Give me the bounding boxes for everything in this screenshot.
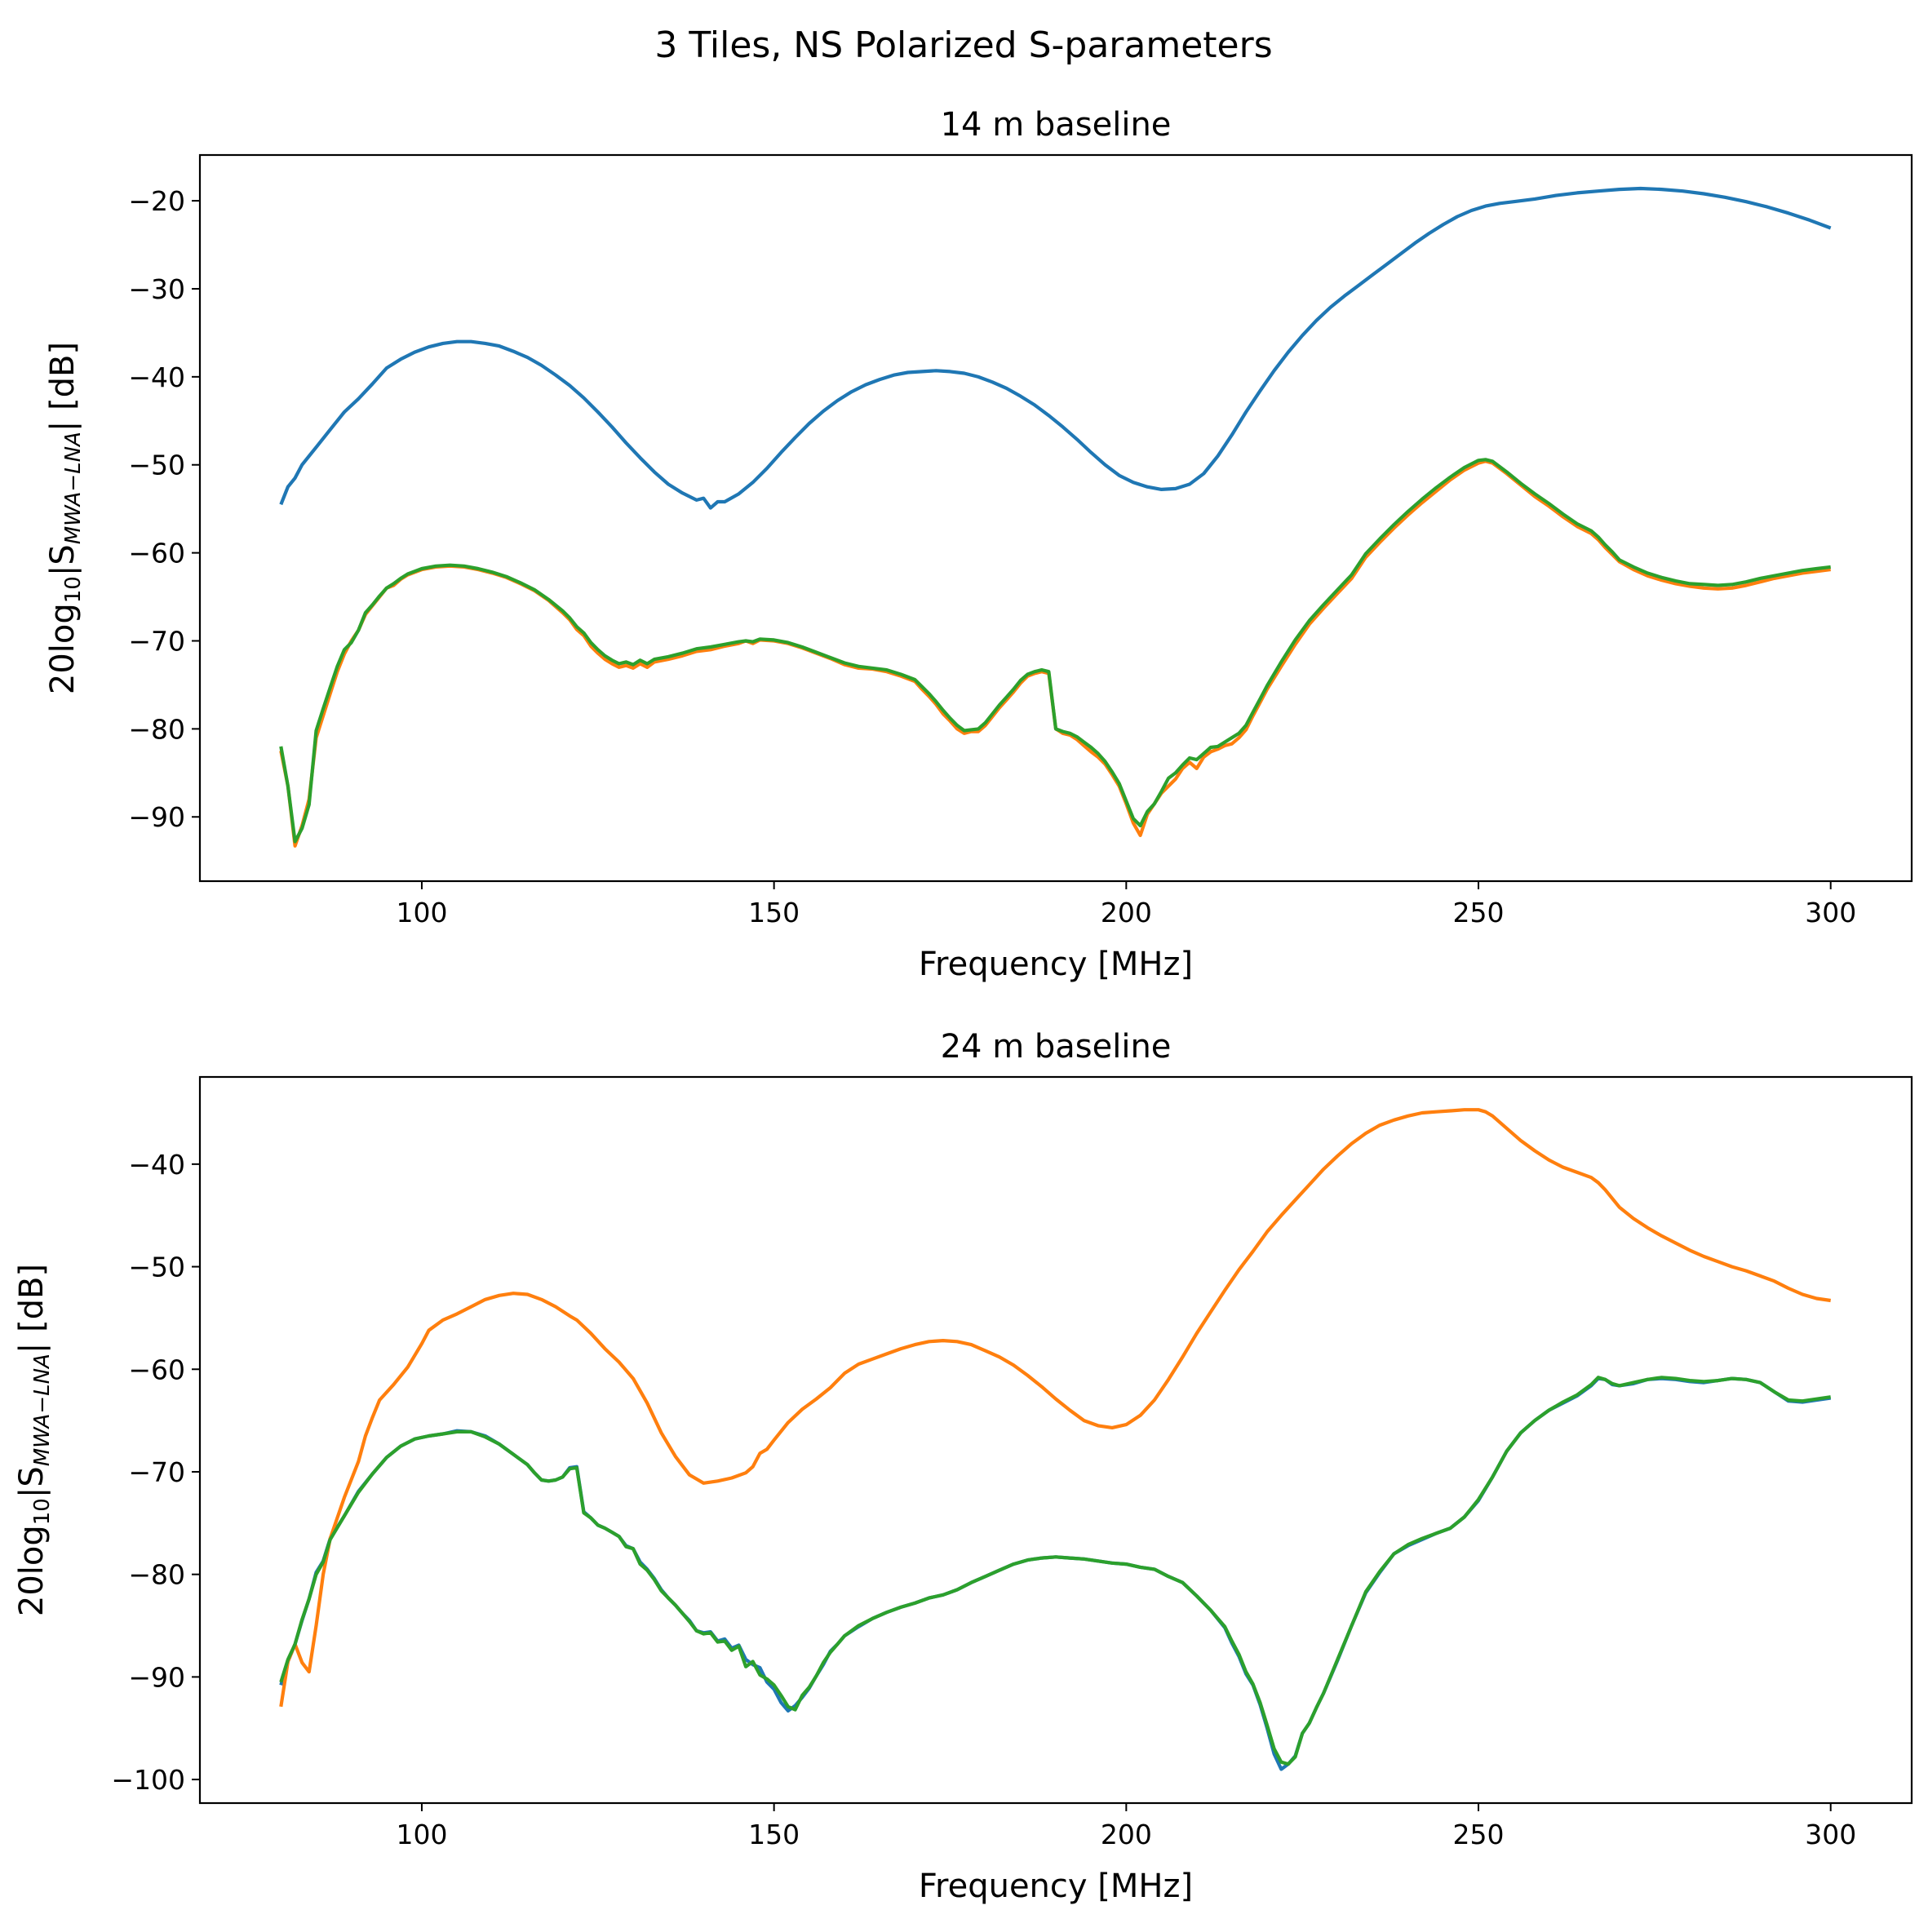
y-tick-label: −90 [128, 801, 185, 833]
series-line-2 [279, 1108, 1832, 1708]
y-tick-label: −40 [128, 1149, 185, 1181]
top-subplot: 100 150 200 250 300 −90 −80 −70 −60 −50 −40 −30 −20 1… [44, 106, 1913, 983]
subplot-title: 14 m baseline [941, 106, 1172, 144]
x-tick-label: 250 [1453, 897, 1505, 928]
y-tick-label: −60 [128, 538, 185, 569]
y-tick-label: −80 [128, 713, 185, 745]
y-tick-label: −90 [128, 1661, 185, 1693]
bottom-subplot: 100 150 200 250 300 −100 −90 −80 −70 −60 −50 −40 24 … [13, 1028, 1913, 1905]
subplot-title: 24 m baseline [941, 1028, 1172, 1066]
x-tick-label: 300 [1805, 1819, 1856, 1850]
x-axis-label: Frequency [MHz] [919, 946, 1193, 983]
x-tick-label: 200 [1101, 897, 1152, 928]
series-line-3 [279, 1376, 1832, 1766]
x-tick-label: 250 [1453, 1819, 1505, 1850]
series-line-1 [279, 186, 1832, 510]
x-axis-label: Frequency [MHz] [919, 1868, 1193, 1905]
y-tick-label: −80 [128, 1559, 185, 1591]
y-tick-label: −70 [128, 625, 185, 657]
x-tick-label: 100 [396, 897, 447, 928]
y-tick-label: −60 [128, 1354, 185, 1385]
x-tick-label: 150 [748, 1819, 800, 1850]
y-tick-label: −50 [128, 450, 185, 481]
x-tick-label: 300 [1805, 897, 1856, 928]
y-axis-label: 20log10|SMWA−LNA| [dB] [44, 342, 86, 694]
plot-frame [198, 1075, 1913, 1805]
y-tick-label: −20 [128, 185, 185, 217]
y-tick-label: −100 [111, 1764, 185, 1796]
y-tick-label: −50 [128, 1252, 185, 1283]
y-tick-label: −70 [128, 1456, 185, 1488]
series-line-3 [279, 458, 1831, 844]
x-tick-label: 100 [396, 1819, 447, 1850]
plot-frame [198, 153, 1913, 883]
y-tick-label: −40 [128, 361, 185, 393]
figure-title: 3 Tiles, NS Polarized S-parameters [654, 24, 1272, 66]
y-tick-label: −30 [128, 273, 185, 305]
x-tick-label: 150 [748, 897, 800, 928]
x-tick-label: 200 [1101, 1819, 1152, 1850]
y-axis-label: 20log10|SMWA−LNA| [dB] [13, 1264, 55, 1616]
